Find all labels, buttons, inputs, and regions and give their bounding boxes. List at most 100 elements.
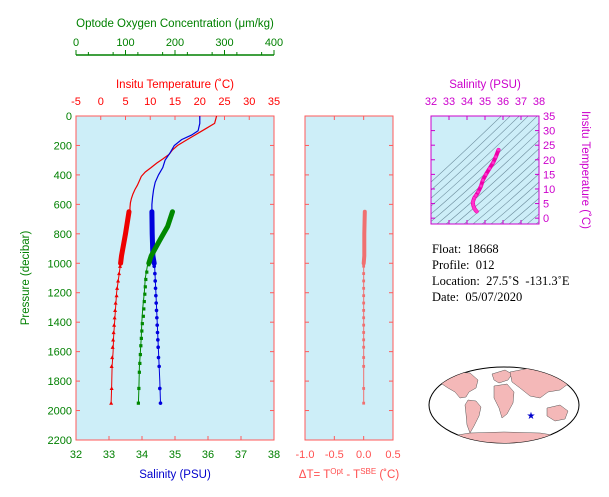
ts-salinity-tick-label: 35 bbox=[479, 96, 491, 108]
ts-density-contour bbox=[454, 148, 539, 224]
pressure-tick-label: 1400 bbox=[48, 317, 72, 329]
salinity-tick-label: 35 bbox=[169, 449, 181, 461]
temperature-dense-segment bbox=[118, 209, 132, 266]
ts-density-contour bbox=[548, 91, 609, 229]
delta-marker bbox=[362, 316, 366, 320]
ts-point bbox=[475, 209, 479, 213]
temperature-tick-label: 0 bbox=[98, 96, 104, 108]
delta-tick-label: -1.0 bbox=[296, 449, 315, 461]
oxygen-marker bbox=[139, 344, 143, 348]
ts-density-contour bbox=[445, 139, 539, 224]
salinity-marker bbox=[156, 338, 160, 342]
ts-point bbox=[491, 161, 495, 165]
ts-density-contour bbox=[472, 165, 539, 224]
land-africa bbox=[493, 383, 515, 419]
ts-density-contour bbox=[535, 221, 539, 224]
oxygen-tick-label: 300 bbox=[215, 37, 233, 49]
ts-point bbox=[481, 178, 485, 182]
salinity-marker bbox=[154, 293, 158, 298]
delta-marker bbox=[362, 264, 366, 268]
salinity-marker bbox=[153, 279, 157, 283]
info-float: Float: 18668 bbox=[432, 242, 499, 256]
salinity-marker bbox=[152, 264, 157, 269]
delta-marker bbox=[362, 331, 366, 334]
float-location-marker: ★ bbox=[527, 411, 536, 422]
temperature-marker bbox=[110, 355, 115, 360]
temperature-tick-label: 10 bbox=[144, 96, 156, 108]
temperature-marker bbox=[111, 337, 116, 342]
oxygen-tick-label: 100 bbox=[116, 37, 134, 49]
delta-marker bbox=[362, 401, 366, 405]
ts-y-axis-title: Insitu Temperature (˚C) bbox=[579, 111, 591, 229]
oxygen-marker bbox=[138, 352, 142, 357]
pressure-tick-label: 400 bbox=[54, 170, 72, 182]
ts-point bbox=[472, 196, 476, 200]
delta-marker bbox=[362, 364, 366, 368]
land-australia bbox=[546, 404, 569, 422]
delta-tick-label: -0.5 bbox=[325, 449, 344, 461]
salinity-marker bbox=[153, 271, 157, 276]
pressure-tick-label: 2200 bbox=[48, 435, 72, 447]
temperature-marker bbox=[113, 308, 118, 312]
ts-salinity-tick-label: 34 bbox=[461, 96, 473, 108]
ts-temperature-tick-label: 0 bbox=[543, 213, 549, 225]
ts-temperature-tick-label: 5 bbox=[543, 199, 549, 211]
world-map: ★ bbox=[428, 366, 580, 444]
ts-point bbox=[488, 167, 491, 171]
ts-series bbox=[470, 147, 501, 214]
temperature-marker bbox=[109, 364, 114, 368]
ts-density-contour bbox=[526, 213, 539, 224]
temperature-marker bbox=[109, 400, 114, 405]
delta-marker bbox=[362, 294, 366, 298]
oxygen-marker bbox=[136, 401, 140, 405]
ts-panel: 32 33 34 35 36 37 38 0 5 10 15 20 25 30 35 Salinity (P… bbox=[425, 79, 609, 229]
ts-point bbox=[474, 193, 478, 197]
pressure-tick-label: 800 bbox=[54, 229, 72, 241]
ts-point bbox=[484, 172, 488, 176]
delta-axis-title: ΔT= TOpt - TSBE (˚C) bbox=[299, 467, 400, 481]
oxygen-marker bbox=[140, 322, 144, 326]
pressure-tick-label: 1200 bbox=[48, 288, 72, 300]
ts-point bbox=[479, 184, 483, 188]
pressure-axis-title: Pressure (decibar) bbox=[20, 231, 32, 326]
pressure-tick-label: 2000 bbox=[48, 406, 72, 418]
salinity-marker bbox=[157, 364, 161, 369]
salinity-marker bbox=[156, 355, 161, 360]
temperature-tick-label: 15 bbox=[169, 96, 181, 108]
ts-salinity-tick-label: 36 bbox=[497, 96, 509, 108]
delta-marker bbox=[362, 286, 366, 290]
delta-marker bbox=[362, 279, 366, 283]
info-profile: Profile: 012 bbox=[432, 258, 495, 272]
ts-salinity-tick-label: 38 bbox=[533, 96, 545, 108]
delta-plot-area bbox=[304, 115, 394, 441]
ts-density-contour bbox=[431, 116, 538, 215]
delta-panel: -1.0 -0.5 0.0 0.5 ΔT= TOpt - TSBE (˚C) bbox=[296, 115, 401, 481]
salinity-marker bbox=[155, 323, 159, 327]
salinity-marker bbox=[155, 330, 160, 335]
ts-density-contour bbox=[431, 116, 502, 183]
temperature-marker bbox=[112, 315, 117, 320]
land-south-america bbox=[464, 399, 482, 434]
temperature-axis-title: Insitu Temperature (˚C) bbox=[116, 79, 234, 91]
salinity-tick-label: 36 bbox=[202, 449, 214, 461]
temperature-upper-line bbox=[129, 116, 218, 212]
temperature-tick-label: -5 bbox=[71, 96, 81, 108]
profile-axes: 0200400600800100012001400160018002000220… bbox=[48, 37, 284, 461]
oxygen-marker bbox=[143, 292, 147, 296]
land-europe bbox=[491, 369, 513, 384]
temperature-marker bbox=[115, 286, 120, 290]
ts-density-contour bbox=[431, 116, 520, 199]
oxygen-marker bbox=[141, 314, 145, 318]
oxygen-axis-title: Optode Oxygen Concentration (μm/kg) bbox=[76, 18, 274, 30]
pressure-tick-label: 0 bbox=[66, 111, 72, 123]
oxygen-marker bbox=[137, 386, 141, 391]
delta-marker bbox=[362, 272, 366, 275]
salinity-marker bbox=[158, 401, 163, 405]
salinity-marker bbox=[156, 345, 160, 350]
salinity-marker bbox=[155, 315, 159, 320]
salinity-tick-label: 34 bbox=[136, 449, 148, 461]
profile-panel: 0200400600800100012001400160018002000220… bbox=[20, 18, 283, 481]
oxygen-tick-label: 400 bbox=[265, 37, 283, 49]
oxygen-tick-label: 200 bbox=[166, 37, 184, 49]
oxygen-marker bbox=[143, 285, 147, 289]
